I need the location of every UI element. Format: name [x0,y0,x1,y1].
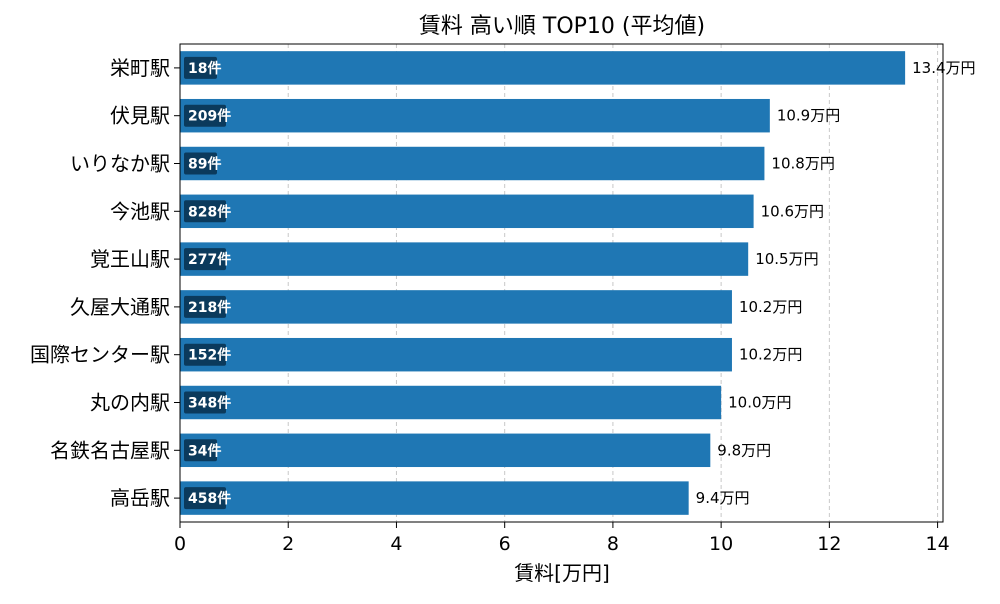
bar [180,194,754,229]
bar-value-label: 10.5万円 [755,250,818,268]
count-label: 218件 [188,299,231,316]
count-label: 209件 [188,108,231,125]
count-label: 458件 [188,490,231,507]
x-tick-label: 4 [390,533,402,555]
bar [180,433,711,468]
count-label: 34件 [188,442,221,459]
bar-value-label: 10.2万円 [739,298,802,316]
count-badge [184,152,217,175]
count-badge [184,56,217,79]
bar-value-label: 10.2万円 [739,346,802,364]
count-label: 277件 [188,251,231,268]
count-badge [184,104,226,127]
bar-value-label: 10.6万円 [761,202,824,220]
x-tick-label: 8 [607,533,619,555]
x-tick-label: 2 [282,533,294,555]
y-category-label: いりなか駅 [70,152,170,176]
bar [180,290,732,324]
x-tick-label: 0 [174,533,186,555]
x-tick-label: 6 [499,533,511,555]
count-label: 828件 [188,203,231,220]
y-category-label: 国際センター駅 [30,343,170,367]
bar [180,337,732,372]
count-badge [184,343,226,366]
bar [180,98,770,133]
x-tick-label: 14 [925,533,949,555]
x-axis-title: 賃料[万円] [514,561,610,585]
y-axis: 栄町駅伏見駅いりなか駅今池駅覚王山駅久屋大通駅国際センター駅丸の内駅名鉄名古屋駅… [30,56,180,510]
bar [180,242,749,276]
bar-value-label: 10.0万円 [728,394,791,412]
count-badge [184,200,226,223]
x-tick-label: 12 [817,533,841,555]
y-category-label: 今池駅 [110,199,170,223]
count-badge [184,248,226,271]
count-badge [184,391,226,414]
y-category-label: 名鉄名古屋駅 [50,438,170,462]
bar-value-label: 10.8万円 [771,155,834,173]
bar-value-label: 9.8万円 [717,441,771,459]
count-label: 348件 [188,395,231,412]
count-badge [184,439,217,462]
bar [180,481,689,515]
count-label: 89件 [188,156,221,173]
count-badge [184,487,226,510]
count-label: 152件 [188,347,231,364]
y-category-label: 高岳駅 [110,486,170,510]
y-category-label: 久屋大通駅 [70,295,170,319]
bar [180,146,765,181]
x-axis: 0 2 4 6 8 10 12 14 [174,522,950,555]
bar-value-label: 10.9万円 [777,107,840,125]
count-badge [184,295,226,318]
y-category-label: 丸の内駅 [90,391,170,415]
bars-layer: 13.4万円 18件 10.9万円 209件 10.8万円 89件 10.6万円 828件 10… [180,51,976,515]
bar [180,51,906,85]
count-label: 18件 [188,60,221,77]
x-tick-label: 10 [709,533,733,555]
plot-frame [179,43,944,523]
bar-value-label: 9.4万円 [696,489,750,507]
y-category-label: 栄町駅 [110,56,170,80]
bar [180,385,722,420]
bar-value-label: 13.4万円 [912,59,975,77]
y-category-label: 覚王山駅 [90,247,170,271]
y-category-label: 伏見駅 [110,104,170,128]
chart-title: 賃料 高い順 TOP10 (平均値) [419,14,705,39]
